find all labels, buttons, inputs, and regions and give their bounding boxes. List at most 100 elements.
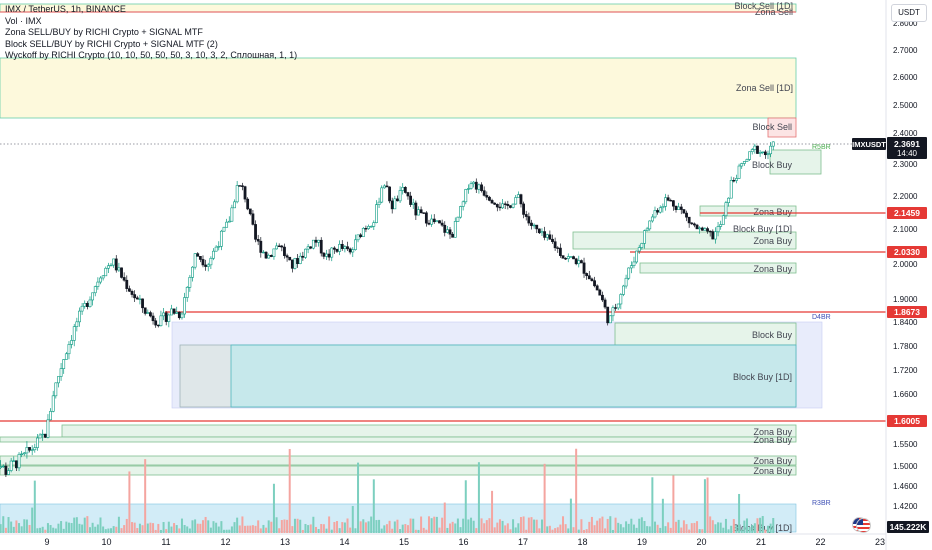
candle-body [246, 198, 250, 210]
volume-bar [617, 522, 620, 533]
volume-bar [672, 475, 675, 533]
candle-body [80, 305, 84, 312]
candle-body [196, 253, 200, 257]
candle-body [88, 299, 92, 307]
volume-bar [564, 524, 567, 533]
candle-body [233, 201, 236, 209]
candle-body [125, 279, 129, 289]
chart-legend: IMX / TetherUS, 1h, BINANCE Vol · IMX Zo… [5, 4, 297, 62]
candle-body [364, 228, 368, 230]
volume-bar [170, 526, 173, 533]
candle-body [285, 255, 289, 258]
legend-indicator-3[interactable]: Wyckoff by RICHI Crypto (10, 10, 50, 50,… [5, 50, 298, 60]
candle-body [262, 251, 265, 254]
candle-body [640, 243, 644, 248]
time-axis[interactable]: 9 10 11 12 13 14 15 16 17 18 19 20 21 22 23 [0, 533, 886, 547]
candle-body [724, 202, 728, 217]
volume-bar [533, 519, 536, 533]
currency-unit-button[interactable]: USDT [891, 4, 927, 22]
candle-body [351, 249, 355, 253]
volume-bar [117, 516, 120, 533]
legend-symbol[interactable]: IMX / TetherUS, 1h, BINANCE [5, 4, 126, 14]
volume-bar [719, 522, 722, 533]
volume-bar [543, 463, 546, 533]
volume-bar [703, 479, 706, 533]
volume-bar [588, 521, 591, 533]
volume-bar [10, 521, 13, 533]
volume-bar [643, 520, 646, 533]
volume-bar [0, 524, 2, 533]
volume-bar [188, 528, 191, 533]
candle-body [288, 256, 292, 261]
volume-bar [307, 525, 310, 533]
candle-body [409, 195, 412, 205]
candle-body [64, 353, 68, 360]
volume-bar [215, 522, 218, 533]
candle-body [648, 220, 652, 230]
candle-body [732, 180, 736, 182]
volume-bar [614, 517, 617, 533]
volume-bar [60, 521, 63, 533]
volume-bar [667, 522, 670, 533]
volume-bar [196, 523, 199, 533]
candle-body [193, 253, 197, 268]
candle-body [619, 294, 623, 305]
legend-indicator-2[interactable]: Block SELL/BUY by RICHI Crypto + SIGNAL … [5, 38, 218, 49]
volume-bar [107, 528, 110, 533]
volume-bar [601, 516, 604, 533]
candle-body [679, 206, 683, 210]
candle-body [719, 224, 723, 227]
level-tag-text: 1.6005 [894, 416, 920, 426]
volume-bar [548, 525, 551, 533]
volume-bar [575, 448, 578, 533]
legend-indicator-1[interactable]: Zona SELL/BUY by RICHI Crypto + SIGNAL M… [5, 27, 203, 37]
candle-body [201, 259, 205, 266]
candle-body [419, 209, 423, 214]
volume-bar [67, 522, 70, 533]
volume-bar [677, 519, 680, 533]
legend-volume[interactable]: Vol · IMX [5, 15, 42, 26]
candle-body [188, 277, 192, 288]
volume-bar [70, 523, 73, 533]
volume-bar [496, 522, 499, 533]
volume-bar [223, 529, 226, 533]
candle-body [290, 259, 294, 269]
zone-label: Zona Buy [753, 427, 792, 437]
candle-body [632, 261, 636, 266]
candle-body [411, 202, 415, 205]
candle-body [530, 222, 533, 226]
candle-body [706, 228, 709, 232]
volume-bar [133, 522, 136, 533]
candle-body [440, 222, 444, 226]
candle-body [771, 141, 775, 147]
volume-bar [212, 521, 215, 533]
volume-bar [696, 521, 699, 533]
candle-body [761, 151, 765, 153]
volume-bar [272, 483, 275, 533]
candle-body [235, 185, 239, 203]
volume-bar [722, 527, 725, 533]
volume-bar [648, 526, 651, 533]
volume-bar [186, 526, 189, 533]
candle-body [527, 216, 531, 224]
candle-body [403, 186, 407, 193]
red-level-tags: 2.1459 2.0330 1.8673 1.6005 [887, 207, 927, 427]
volume-bar [735, 525, 738, 533]
d4br-marker: D4BR [812, 314, 831, 321]
volume-bar [230, 526, 233, 533]
volume-bar [180, 518, 183, 533]
candle-body [162, 312, 165, 317]
volume-bar [291, 526, 294, 533]
volume-bar [498, 519, 501, 533]
volume-bar [556, 527, 559, 533]
volume-bar [338, 528, 341, 533]
zona-buy-zone-6 [0, 465, 797, 476]
price-axis[interactable]: 2.8000 2.7000 2.6000 2.5000 2.4000 2.3000 2.20… [885, 0, 918, 550]
candle-body [130, 290, 134, 295]
candle-body [435, 220, 439, 223]
volume-bar [590, 516, 593, 533]
volume-bar [322, 524, 325, 533]
volume-bar [451, 521, 454, 533]
volume-bar [351, 505, 354, 533]
